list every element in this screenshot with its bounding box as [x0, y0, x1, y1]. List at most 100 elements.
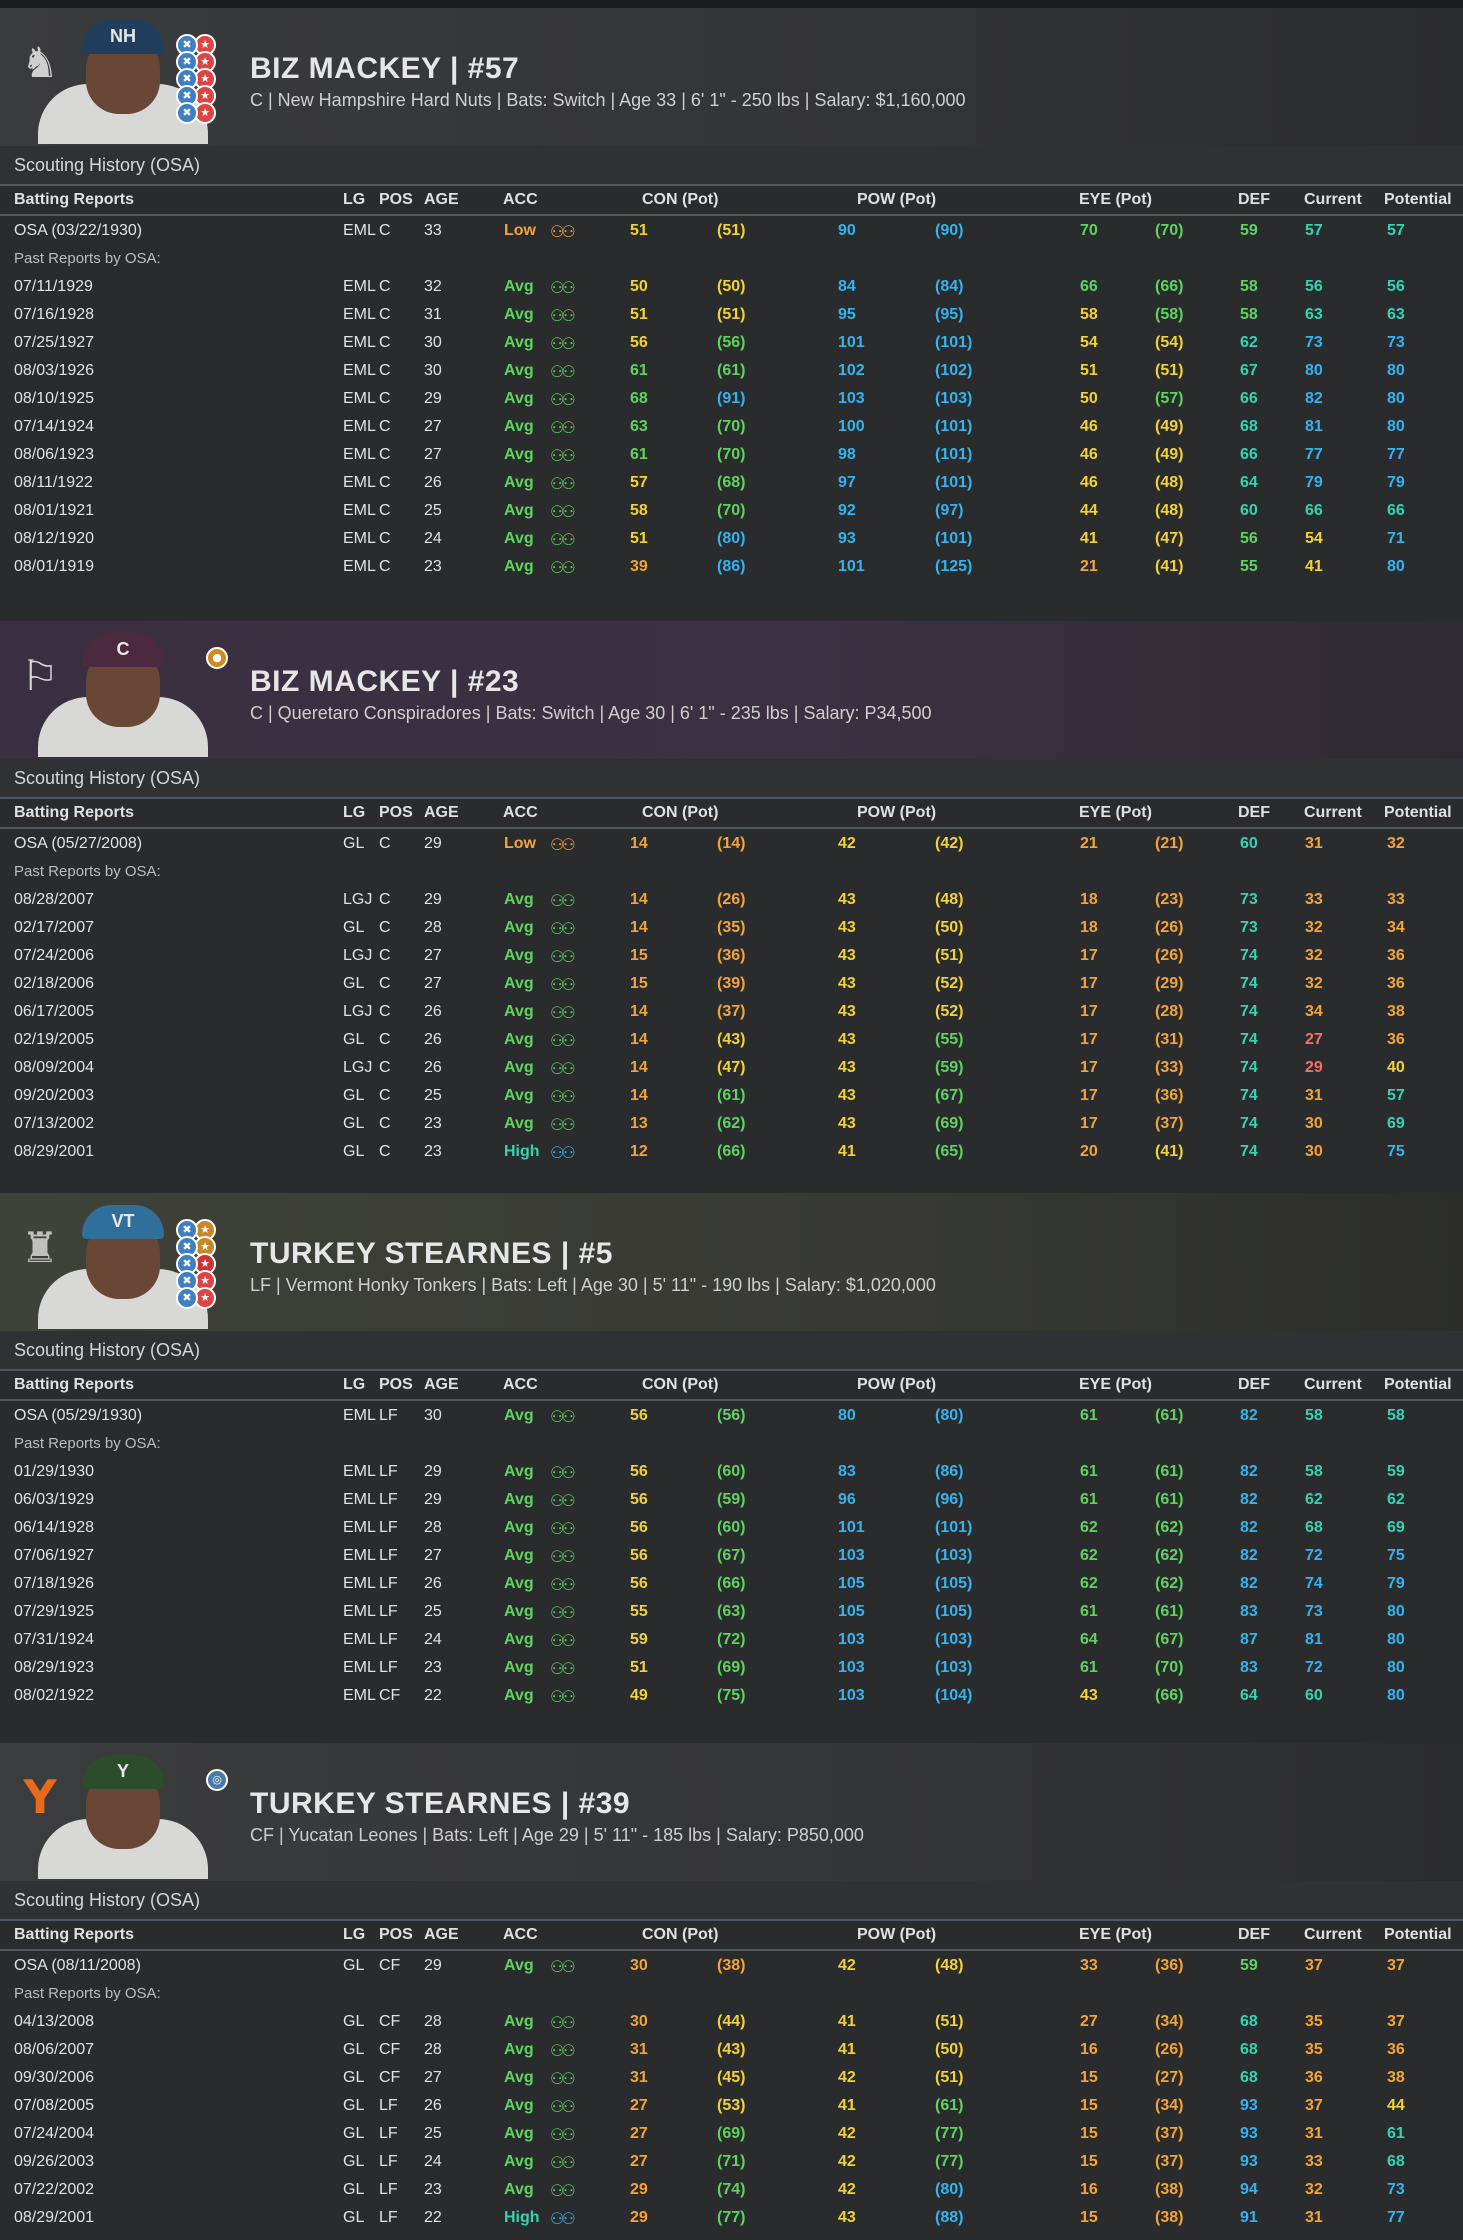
table-row[interactable]: 08/28/2007 LGJ C 29 Avg 14 (26) 43 (48) 18 (23) 73 3…	[0, 885, 1463, 913]
binoculars-icon[interactable]: ⚇⚇	[550, 1089, 576, 1106]
column-header[interactable]: DEF	[1238, 804, 1270, 821]
binoculars-icon[interactable]: ⚇⚇	[550, 1633, 576, 1650]
table-row[interactable]: 08/01/1919 EML C 23 Avg 39 (86) 101 (125) 21 (41) 5…	[0, 552, 1463, 580]
table-row[interactable]: 09/26/2003 GL LF 24 Avg 27 (71) 42 (77) 15 (37) 93 3…	[0, 2147, 1463, 2175]
column-header[interactable]: EYE (Pot)	[1079, 1376, 1152, 1393]
column-header[interactable]: ACC	[503, 1376, 538, 1393]
rating-badge-icon[interactable]: ✖	[176, 1287, 198, 1309]
binoculars-icon[interactable]: ⚇⚇	[550, 2127, 576, 2144]
binoculars-icon[interactable]: ⚇⚇	[550, 1577, 576, 1594]
binoculars-icon[interactable]: ⚇⚇	[550, 2071, 576, 2088]
column-header[interactable]: ACC	[503, 1926, 538, 1943]
binoculars-icon[interactable]: ⚇⚇	[550, 1959, 576, 1976]
binoculars-icon[interactable]: ⚇⚇	[550, 949, 576, 966]
table-row[interactable]: 08/09/2004 LGJ C 26 Avg 14 (47) 43 (59) 17 (33) 74 2…	[0, 1053, 1463, 1081]
table-row[interactable]: 08/06/2007 GL CF 28 Avg 31 (43) 41 (50) 16 (26) 68 3…	[0, 2035, 1463, 2063]
player-name[interactable]: TURKEY STEARNES | #39	[250, 1787, 631, 1820]
column-header[interactable]: CON (Pot)	[642, 191, 719, 208]
table-row[interactable]: 02/17/2007 GL C 28 Avg 14 (35) 43 (50) 18 (26) 73 32…	[0, 913, 1463, 941]
binoculars-icon[interactable]: ⚇⚇	[550, 1689, 576, 1706]
table-row[interactable]: 07/22/2002 GL LF 23 Avg 29 (74) 42 (80) 16 (38) 94 3…	[0, 2175, 1463, 2203]
column-header[interactable]: Batting Reports	[14, 1926, 134, 1943]
column-header[interactable]: EYE (Pot)	[1079, 804, 1152, 821]
binoculars-icon[interactable]: ⚇⚇	[550, 560, 576, 577]
column-header[interactable]: Current	[1304, 1376, 1362, 1393]
column-header[interactable]: LG	[343, 191, 366, 208]
column-header[interactable]: Potential	[1384, 1376, 1452, 1393]
table-row[interactable]: 07/08/2005 GL LF 26 Avg 27 (53) 41 (61) 15 (34) 93 3…	[0, 2091, 1463, 2119]
table-row[interactable]: 02/18/2006 GL C 27 Avg 15 (39) 43 (52) 17 (29) 74 32…	[0, 969, 1463, 997]
table-row[interactable]: 08/10/1925 EML C 29 Avg 68 (91) 103 (103) 50 (57) 6…	[0, 384, 1463, 412]
table-row[interactable]: 04/13/2008 GL CF 28 Avg 30 (44) 41 (51) 27 (34) 68 3…	[0, 2007, 1463, 2035]
column-header[interactable]: POW (Pot)	[857, 1926, 937, 1943]
column-header[interactable]: Current	[1304, 804, 1362, 821]
column-header[interactable]: DEF	[1238, 191, 1270, 208]
table-row[interactable]: 06/14/1928 EML LF 28 Avg 56 (60) 101 (101) 62 (62)…	[0, 1513, 1463, 1541]
binoculars-icon[interactable]: ⚇⚇	[550, 308, 576, 325]
table-row[interactable]: 07/31/1924 EML LF 24 Avg 59 (72) 103 (103) 64 (67)…	[0, 1625, 1463, 1653]
binoculars-icon[interactable]: ⚇⚇	[550, 336, 576, 353]
player-portrait[interactable]: C	[38, 627, 208, 757]
binoculars-icon[interactable]: ⚇⚇	[550, 2099, 576, 2116]
column-header[interactable]: CON (Pot)	[642, 1926, 719, 1943]
rating-badge-icon[interactable]: ◎	[206, 1769, 228, 1791]
column-header[interactable]: AGE	[424, 1926, 459, 1943]
binoculars-icon[interactable]: ⚇⚇	[550, 392, 576, 409]
column-header[interactable]: Batting Reports	[14, 804, 134, 821]
table-row[interactable]: 08/12/1920 EML C 24 Avg 51 (80) 93 (101) 41 (47) 56…	[0, 524, 1463, 552]
table-row[interactable]: 09/20/2003 GL C 25 Avg 14 (61) 43 (67) 17 (36) 74 31…	[0, 1081, 1463, 1109]
table-row[interactable]: 08/29/2001 GL C 23 High 12 (66) 41 (65) 20 (41) 74 3…	[0, 1137, 1463, 1165]
table-row[interactable]: 08/02/1922 EML CF 22 Avg 49 (75) 103 (104) 43 (66)…	[0, 1681, 1463, 1709]
binoculars-icon[interactable]: ⚇⚇	[550, 1465, 576, 1482]
binoculars-icon[interactable]: ⚇⚇	[550, 1521, 576, 1538]
rating-badge-icon[interactable]: ✖	[176, 102, 198, 124]
table-row[interactable]: 07/18/1926 EML LF 26 Avg 56 (66) 105 (105) 62 (62)…	[0, 1569, 1463, 1597]
binoculars-icon[interactable]: ⚇⚇	[550, 921, 576, 938]
binoculars-icon[interactable]: ⚇⚇	[550, 2183, 576, 2200]
table-row[interactable]: 06/03/1929 EML LF 29 Avg 56 (59) 96 (96) 61 (61) 82…	[0, 1485, 1463, 1513]
binoculars-icon[interactable]: ⚇⚇	[550, 448, 576, 465]
column-header[interactable]: Potential	[1384, 191, 1452, 208]
binoculars-icon[interactable]: ⚇⚇	[550, 893, 576, 910]
column-header[interactable]: Current	[1304, 1926, 1362, 1943]
column-header[interactable]: AGE	[424, 1376, 459, 1393]
binoculars-icon[interactable]: ⚇⚇	[550, 504, 576, 521]
binoculars-icon[interactable]: ⚇⚇	[550, 2155, 576, 2172]
column-header[interactable]: AGE	[424, 804, 459, 821]
binoculars-icon[interactable]: ⚇⚇	[550, 364, 576, 381]
table-row[interactable]: 09/30/2006 GL CF 27 Avg 31 (45) 42 (51) 15 (27) 68 3…	[0, 2063, 1463, 2091]
binoculars-icon[interactable]: ⚇⚇	[550, 1005, 576, 1022]
column-header[interactable]: DEF	[1238, 1376, 1270, 1393]
binoculars-icon[interactable]: ⚇⚇	[550, 977, 576, 994]
table-row[interactable]: OSA (05/27/2008) GL C 29 Low 14 (14) 42 (42) 21 (2…	[0, 829, 1463, 857]
binoculars-icon[interactable]: ⚇⚇	[550, 1549, 576, 1566]
rating-badge-icon[interactable]: ●	[206, 647, 228, 669]
table-row[interactable]: 06/17/2005 LGJ C 26 Avg 14 (37) 43 (52) 17 (28) 74 3…	[0, 997, 1463, 1025]
table-row[interactable]: 08/29/1923 EML LF 23 Avg 51 (69) 103 (103) 61 (70)…	[0, 1653, 1463, 1681]
column-header[interactable]: LG	[343, 1376, 366, 1393]
player-name[interactable]: TURKEY STEARNES | #5	[250, 1237, 613, 1270]
binoculars-icon[interactable]: ⚇⚇	[550, 2043, 576, 2060]
binoculars-icon[interactable]: ⚇⚇	[550, 1409, 576, 1426]
binoculars-icon[interactable]: ⚇⚇	[550, 2211, 576, 2228]
column-header[interactable]: POS	[379, 1376, 413, 1393]
rating-badge-icon[interactable]: ★	[194, 102, 216, 124]
table-row[interactable]: 07/06/1927 EML LF 27 Avg 56 (67) 103 (103) 62 (62)…	[0, 1541, 1463, 1569]
table-row[interactable]: 07/16/1928 EML C 31 Avg 51 (51) 95 (95) 58 (58) 58 6…	[0, 300, 1463, 328]
column-header[interactable]: ACC	[503, 191, 538, 208]
table-row[interactable]: 07/14/1924 EML C 27 Avg 63 (70) 100 (101) 46 (49) 6…	[0, 412, 1463, 440]
rating-badge-icon[interactable]: ★	[194, 1287, 216, 1309]
binoculars-icon[interactable]: ⚇⚇	[550, 1145, 576, 1162]
table-row[interactable]: 07/29/1925 EML LF 25 Avg 55 (63) 105 (105) 61 (61)…	[0, 1597, 1463, 1625]
player-name[interactable]: BIZ MACKEY | #23	[250, 665, 520, 698]
column-header[interactable]: AGE	[424, 191, 459, 208]
table-row[interactable]: 07/13/2002 GL C 23 Avg 13 (62) 43 (69) 17 (37) 74 30…	[0, 1109, 1463, 1137]
binoculars-icon[interactable]: ⚇⚇	[550, 1661, 576, 1678]
binoculars-icon[interactable]: ⚇⚇	[550, 224, 576, 241]
column-header[interactable]: Batting Reports	[14, 191, 134, 208]
binoculars-icon[interactable]: ⚇⚇	[550, 2015, 576, 2032]
column-header[interactable]: EYE (Pot)	[1079, 1926, 1152, 1943]
column-header[interactable]: Potential	[1384, 804, 1452, 821]
binoculars-icon[interactable]: ⚇⚇	[550, 1061, 576, 1078]
column-header[interactable]: CON (Pot)	[642, 1376, 719, 1393]
